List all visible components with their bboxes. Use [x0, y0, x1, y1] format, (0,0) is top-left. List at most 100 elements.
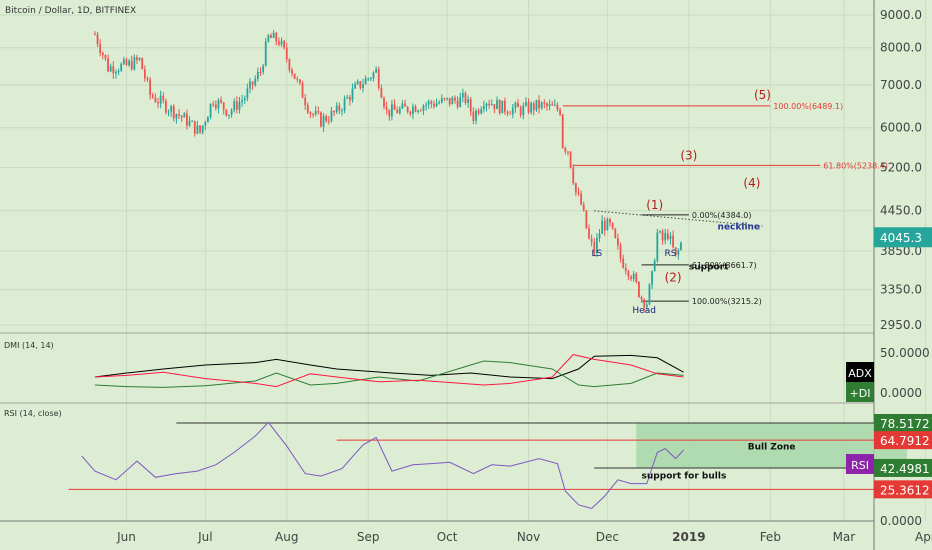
- rsi-legend-label: RSI: [851, 459, 869, 472]
- candle-body: [241, 100, 243, 102]
- candle-body: [314, 111, 317, 115]
- candle-body: [335, 105, 338, 113]
- candle-body: [406, 106, 409, 112]
- candle-body: [380, 87, 383, 98]
- candle-body: [559, 109, 561, 115]
- candle-body: [404, 103, 406, 107]
- candle-body: [438, 102, 441, 104]
- candle-body: [412, 106, 414, 114]
- candle-body: [369, 78, 372, 80]
- candle-body: [375, 69, 378, 73]
- candle-body: [254, 78, 257, 85]
- candle-body: [296, 78, 299, 80]
- candle-body: [422, 105, 425, 111]
- chart-annotation: neckline: [718, 222, 761, 232]
- dmi-legend-tag[interactable]: [846, 382, 874, 402]
- candle-body: [472, 111, 475, 121]
- rsi-line: [81, 421, 684, 510]
- candle-body: [506, 111, 509, 114]
- rsi-tick-label: 0.0000: [880, 514, 922, 528]
- candle-body: [291, 69, 293, 74]
- candle-body: [390, 104, 393, 117]
- candle-body: [280, 40, 283, 45]
- candle-body: [540, 102, 543, 109]
- candle-body: [624, 267, 627, 271]
- candle-body: [117, 70, 120, 73]
- candle-body: [435, 103, 438, 107]
- candle-body: [346, 96, 349, 99]
- candle-body: [186, 113, 188, 126]
- candle-body: [538, 99, 540, 109]
- dmi-pane[interactable]: [94, 354, 684, 388]
- rsi-legend-tag[interactable]: [846, 454, 874, 474]
- candle-body: [341, 110, 343, 112]
- candle-body: [338, 105, 341, 111]
- price-tick-label: 7000.0: [880, 78, 922, 92]
- time-tick-label: Feb: [760, 530, 781, 544]
- candle-body: [157, 102, 159, 104]
- candle-body: [162, 95, 165, 101]
- candle-body: [377, 69, 380, 88]
- candle-body: [209, 103, 212, 118]
- neckline: [594, 210, 763, 227]
- fib-level-label: 0.00%(4384.0): [692, 211, 752, 220]
- rsi-level-tag[interactable]: [874, 480, 932, 499]
- candle-body: [490, 104, 493, 106]
- candle-body: [359, 81, 362, 88]
- candle-body: [504, 100, 506, 112]
- rsi-level-tag[interactable]: [874, 458, 932, 477]
- candle-body: [125, 59, 128, 66]
- candle-body: [656, 232, 659, 261]
- candle-body: [270, 35, 272, 38]
- candle-body: [317, 111, 320, 113]
- current-price-tag[interactable]: [874, 227, 932, 248]
- candle-body: [532, 103, 535, 111]
- time-tick-label: Mar: [833, 530, 856, 544]
- candle-body: [120, 63, 123, 71]
- dmi-legend-label: ADX: [848, 367, 872, 380]
- time-tick-label: Jul: [197, 530, 212, 544]
- chart-annotation: (4): [743, 176, 760, 190]
- dmi-series-line: [94, 360, 684, 388]
- chart-annotation: support: [689, 263, 729, 273]
- candle-body: [601, 220, 604, 234]
- candle-body: [196, 125, 199, 134]
- candle-body: [277, 41, 280, 45]
- candle-body: [364, 78, 367, 85]
- price-pane[interactable]: 100.00%(6489.1) 61.80%(5238.4) 0.00%(4384.…: [94, 30, 888, 316]
- candle-body: [498, 100, 501, 114]
- chart-annotation: RS: [664, 249, 676, 259]
- candle-body: [477, 110, 480, 114]
- candle-body: [606, 219, 609, 231]
- candle-body: [354, 83, 357, 89]
- candle-body: [207, 117, 209, 123]
- dmi-legend-tag[interactable]: [846, 362, 874, 382]
- candle-body: [249, 81, 251, 89]
- candle-body: [151, 95, 154, 98]
- candle-body: [643, 299, 646, 308]
- candle-body: [448, 97, 451, 105]
- rsi-level-tag[interactable]: [874, 414, 932, 432]
- candle-body: [199, 125, 201, 133]
- rsi-level-tag[interactable]: [874, 431, 932, 450]
- candle-body: [235, 101, 238, 110]
- candle-body: [569, 151, 572, 168]
- candle-body: [595, 238, 598, 254]
- candle-body: [264, 41, 267, 66]
- candle-body: [561, 114, 564, 148]
- candle-body: [622, 258, 625, 268]
- chart-annotation: LS: [592, 249, 603, 259]
- candle-body: [680, 242, 682, 250]
- time-tick-label: Aug: [275, 530, 298, 544]
- candle-body: [212, 103, 215, 105]
- candle-body: [433, 103, 435, 107]
- candle-body: [304, 98, 307, 106]
- candle-body: [427, 101, 430, 105]
- candle-body: [661, 231, 664, 241]
- candle-body: [674, 247, 677, 255]
- candle-body: [635, 273, 638, 282]
- candle-body: [632, 273, 635, 279]
- candle-body: [256, 71, 259, 79]
- dmi-series-line: [94, 354, 684, 380]
